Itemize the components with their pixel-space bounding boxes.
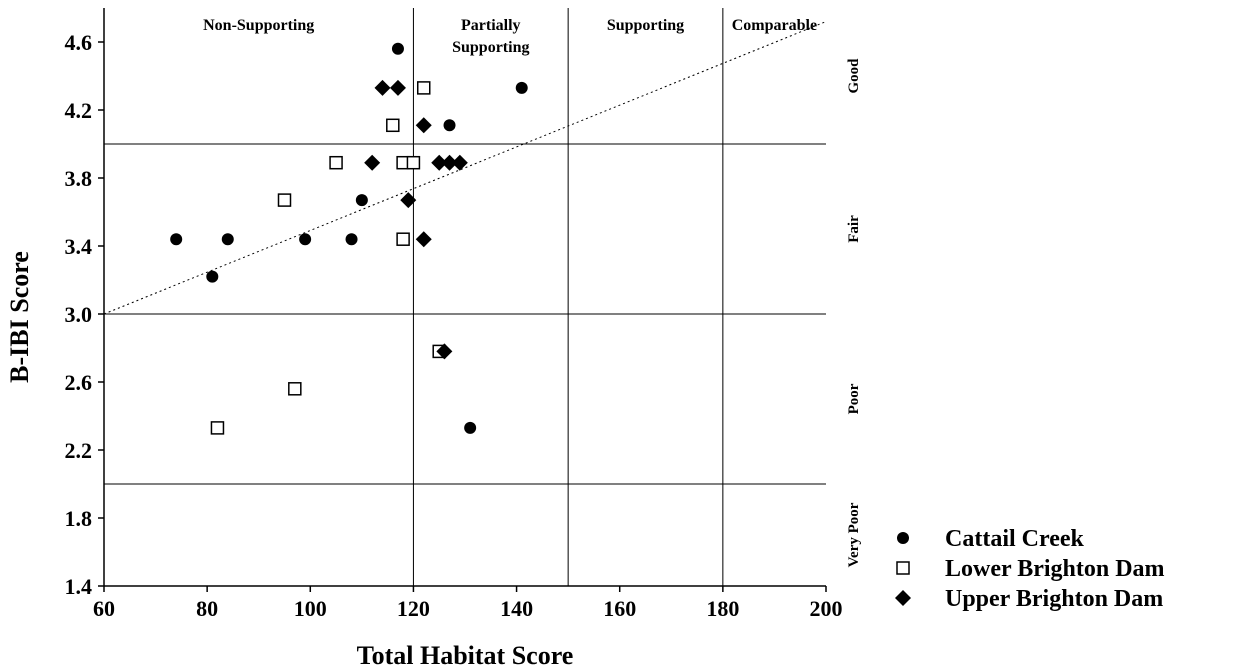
ibi-rating-label: Very Poor xyxy=(846,502,862,567)
x-axis-title: Total Habitat Score xyxy=(357,641,574,670)
lower-brighton-dam-point xyxy=(396,232,410,246)
lower-brighton-dam-point xyxy=(210,421,225,435)
cattail-creek-point xyxy=(299,233,312,246)
cattail-creek-point xyxy=(170,233,183,246)
legend-entry-label: Lower Brighton Dam xyxy=(945,556,1165,582)
lower-brighton-dam-point xyxy=(406,155,421,170)
lower-brighton-dam-legend-marker xyxy=(896,561,910,575)
y-axis-title: B-IBI Score xyxy=(5,251,34,383)
x-tick-label: 160 xyxy=(603,596,636,621)
y-tick-label: 4.6 xyxy=(65,30,93,55)
upper-brighton-dam-point xyxy=(436,343,453,360)
upper-brighton-dam-point xyxy=(451,154,468,171)
lower-brighton-dam-point xyxy=(386,118,400,133)
x-tick-label: 120 xyxy=(397,596,430,621)
y-tick-label: 2.6 xyxy=(65,370,93,395)
legend-entry-label: Upper Brighton Dam xyxy=(945,586,1163,612)
cattail-creek-point xyxy=(443,119,456,132)
cattail-creek-legend-marker xyxy=(897,532,909,544)
upper-brighton-dam-point xyxy=(374,79,391,96)
y-tick-label: 1.4 xyxy=(65,574,93,599)
y-tick-label: 2.2 xyxy=(65,438,93,463)
habitat-category-label: Comparable xyxy=(732,17,817,34)
upper-brighton-dam-point xyxy=(415,117,432,134)
legend: Cattail Creek Lower Brighton Dam Upper Bri… xyxy=(895,526,1165,612)
x-tick-label: 180 xyxy=(706,596,739,621)
habitat-category-label: Non-Supporting xyxy=(203,17,314,34)
upper-brighton-dam-point xyxy=(364,154,381,171)
x-tick-label: 100 xyxy=(294,596,327,621)
cattail-creek-point xyxy=(515,81,528,94)
lower-brighton-dam-point xyxy=(329,155,343,170)
trendline xyxy=(103,21,827,315)
x-tick-label: 200 xyxy=(810,596,843,621)
x-tick-label: 140 xyxy=(500,596,533,621)
upper-brighton-dam-point xyxy=(441,154,458,171)
labels-layer: Non-Supporting Partially Supporting Support… xyxy=(203,17,862,567)
y-tick-label: 3.4 xyxy=(65,234,93,259)
habitat-category-label: Partially xyxy=(461,17,521,34)
cattail-creek-point xyxy=(345,233,358,246)
points-layer xyxy=(170,42,528,435)
lower-brighton-dam-point xyxy=(288,382,302,396)
upper-brighton-dam-point xyxy=(415,231,432,248)
x-tick-label: 80 xyxy=(196,596,218,621)
trendline-layer xyxy=(103,21,827,315)
cattail-creek-point xyxy=(391,42,404,55)
ibi-rating-label: Poor xyxy=(846,383,862,414)
ticks-layer: 60 80 100 120 140 160 180 200 1.4 1.8 2.2 2.6 3.0 3.4… xyxy=(65,30,843,621)
y-tick-label: 3.8 xyxy=(65,166,93,191)
legend-entry-label: Cattail Creek xyxy=(945,526,1085,552)
upper-brighton-dam-legend-marker xyxy=(895,590,911,606)
cattail-creek-point xyxy=(355,194,368,207)
upper-brighton-dam-point xyxy=(400,192,417,209)
lower-brighton-dam-point xyxy=(416,81,431,95)
cattail-creek-point xyxy=(464,421,477,434)
habitat-category-label: Supporting xyxy=(607,17,684,34)
x-tick-label: 60 xyxy=(93,596,115,621)
habitat-category-label: Supporting xyxy=(452,39,529,56)
y-tick-label: 3.0 xyxy=(65,302,93,327)
grid-layer xyxy=(103,8,826,587)
ibi-rating-label: Good xyxy=(846,58,862,94)
upper-brighton-dam-point xyxy=(431,154,448,171)
cattail-creek-point xyxy=(206,270,219,283)
cattail-creek-point xyxy=(221,233,234,246)
y-tick-label: 1.8 xyxy=(65,506,93,531)
lower-brighton-dam-point xyxy=(277,193,292,207)
upper-brighton-dam-point xyxy=(389,79,406,96)
y-tick-label: 4.2 xyxy=(65,98,93,123)
ibi-rating-label: Fair xyxy=(846,215,862,243)
